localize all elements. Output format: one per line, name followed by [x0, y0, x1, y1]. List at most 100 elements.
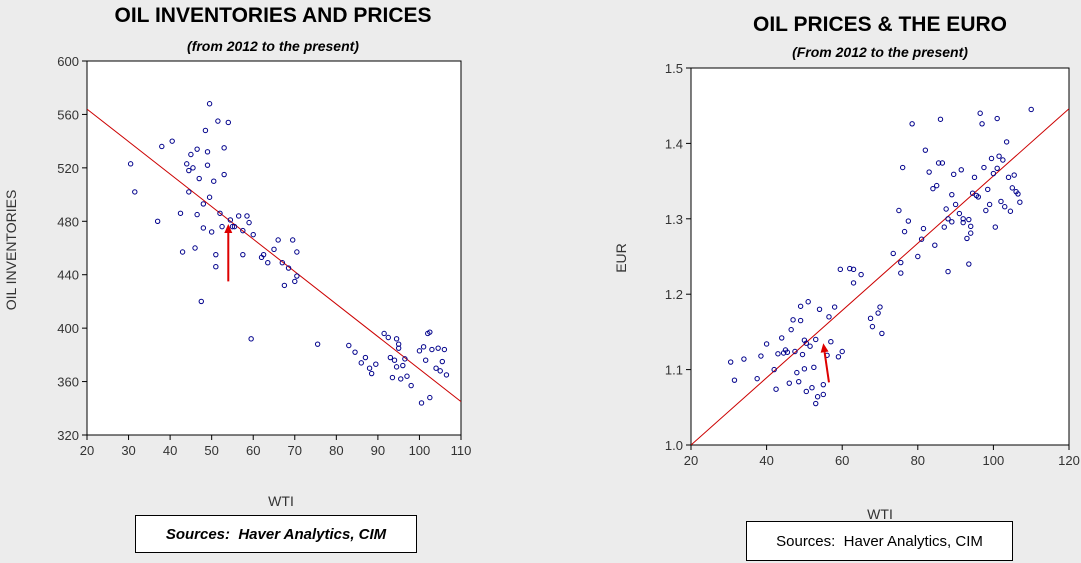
data-point	[839, 348, 845, 355]
data-point	[1028, 106, 1034, 113]
data-point	[213, 264, 219, 270]
data-point	[920, 225, 927, 232]
data-point	[314, 341, 321, 347]
source-box: Sources: Haver Analytics, CIM	[746, 521, 1013, 561]
chart-title: OIL INVENTORIES AND PRICES	[114, 4, 432, 27]
chart-subtitle: (From 2012 to the present)	[792, 44, 968, 60]
data-point	[1007, 208, 1014, 214]
data-point	[979, 121, 985, 127]
data-point	[918, 236, 925, 242]
data-point	[221, 171, 227, 178]
data-point	[820, 391, 826, 398]
data-point	[952, 201, 959, 208]
data-point	[188, 151, 194, 158]
data-point	[196, 175, 202, 182]
data-point	[835, 354, 842, 360]
y-tick-label: 400	[57, 321, 79, 336]
data-point	[395, 341, 402, 347]
chart-panel-euro: OIL PRICES & THE EURO (From 2012 to the …	[540, 0, 1081, 563]
data-point	[796, 378, 802, 385]
data-point	[202, 127, 209, 134]
plot-area	[690, 67, 1070, 446]
x-axis-label: WTI	[867, 506, 893, 522]
data-point	[235, 213, 242, 219]
data-point	[820, 381, 826, 388]
data-point	[404, 373, 410, 379]
data-point	[949, 219, 955, 225]
chart-panel-inventories: OIL INVENTORIES AND PRICES (from 2012 to…	[0, 0, 540, 563]
y-tick-label: 560	[57, 107, 79, 122]
data-point	[998, 198, 1004, 205]
y-tick-label: 600	[57, 54, 79, 69]
regression-line	[87, 108, 461, 403]
data-point	[389, 374, 396, 381]
data-point	[969, 190, 976, 196]
data-point	[828, 339, 834, 345]
data-point	[1005, 174, 1012, 181]
data-point	[244, 213, 250, 219]
data-point	[932, 242, 938, 248]
data-point	[915, 253, 921, 260]
data-point	[391, 357, 398, 363]
data-point	[985, 186, 991, 193]
data-point	[775, 351, 781, 357]
y-axis-label: OIL INVENTORIES	[3, 190, 19, 311]
arrow-head	[224, 223, 233, 233]
data-point	[346, 342, 352, 349]
data-point	[265, 259, 271, 266]
x-tick-label: 40	[163, 443, 177, 458]
data-point	[240, 227, 246, 234]
data-point	[1011, 172, 1017, 178]
data-point	[208, 229, 215, 235]
y-tick-label: 360	[57, 375, 79, 390]
data-point	[418, 400, 425, 406]
data-point	[814, 394, 821, 400]
data-point	[731, 377, 738, 383]
data-point	[246, 219, 252, 226]
data-point	[420, 344, 427, 350]
data-point	[945, 216, 951, 222]
data-point	[292, 278, 298, 285]
data-point	[213, 251, 219, 258]
data-point	[951, 171, 957, 178]
data-point	[294, 249, 300, 255]
data-point	[794, 369, 800, 376]
data-point	[968, 230, 974, 236]
x-tick-label: 30	[121, 443, 135, 458]
data-point	[248, 336, 254, 342]
data-point	[177, 210, 184, 216]
data-point	[809, 384, 815, 391]
data-point	[1009, 185, 1015, 191]
data-point	[184, 161, 190, 167]
data-point	[934, 182, 940, 189]
data-point	[398, 376, 404, 382]
data-point	[869, 323, 876, 330]
data-point	[994, 115, 1000, 122]
data-point	[992, 224, 998, 230]
data-point	[408, 382, 414, 389]
x-tick-label: 80	[911, 453, 925, 468]
data-point	[211, 178, 217, 184]
data-point	[831, 304, 838, 310]
data-point	[169, 138, 175, 144]
data-point	[971, 174, 978, 181]
data-point	[813, 400, 819, 407]
x-tick-label: 40	[759, 453, 773, 468]
regression-line	[691, 108, 1069, 445]
data-point	[429, 346, 435, 353]
y-tick-label: 1.0	[665, 438, 683, 453]
data-point	[437, 368, 443, 374]
data-point	[877, 304, 883, 310]
data-point	[1002, 204, 1008, 210]
data-point	[433, 365, 439, 371]
data-point	[186, 189, 192, 195]
data-point	[275, 237, 281, 243]
y-tick-label: 1.3	[665, 212, 683, 227]
y-tick-label: 520	[57, 161, 79, 176]
data-point	[858, 271, 864, 278]
data-point	[231, 223, 238, 230]
data-point	[850, 266, 857, 273]
data-point	[132, 189, 138, 195]
data-point	[898, 270, 904, 276]
data-point	[922, 147, 929, 153]
